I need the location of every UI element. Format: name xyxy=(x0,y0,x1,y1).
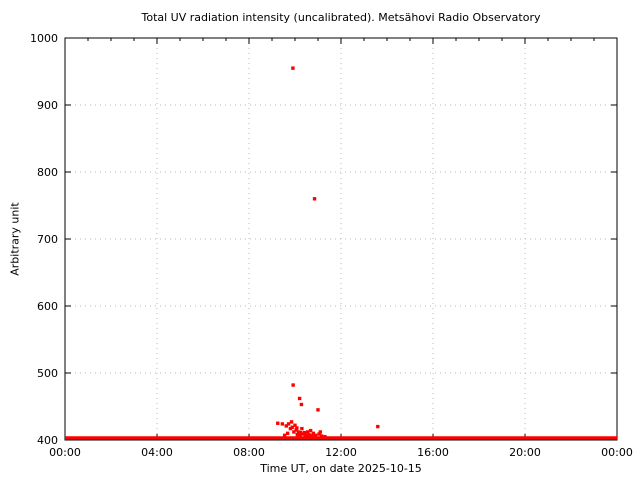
data-point xyxy=(305,430,310,434)
data-point xyxy=(297,396,302,401)
data-point xyxy=(288,426,293,431)
data-point xyxy=(302,430,307,435)
y-tick-label: 500 xyxy=(37,367,58,380)
data-point xyxy=(292,430,296,434)
data-point xyxy=(317,432,321,436)
data-point xyxy=(291,383,295,387)
data-point xyxy=(310,433,314,438)
data-point xyxy=(376,424,380,429)
data-point xyxy=(311,431,316,435)
y-tick-label: 400 xyxy=(37,434,58,447)
data-point xyxy=(289,420,294,424)
x-tick-label: 12:00 xyxy=(325,446,357,459)
y-tick-label: 800 xyxy=(37,166,58,179)
data-point xyxy=(299,430,303,435)
data-point xyxy=(291,66,295,70)
data-point xyxy=(276,421,280,425)
data-point xyxy=(295,426,299,430)
data-point xyxy=(316,408,320,412)
chart-title: Total UV radiation intensity (uncalibrat… xyxy=(141,11,541,24)
plot-frame xyxy=(64,37,618,441)
data-point xyxy=(318,430,322,434)
data-point xyxy=(285,431,290,435)
x-tick-label: 08:00 xyxy=(233,446,265,459)
y-tick-label: 700 xyxy=(37,233,58,246)
data-point xyxy=(308,428,313,433)
data-point xyxy=(319,434,324,438)
data-point xyxy=(290,425,294,429)
data-point xyxy=(286,422,291,426)
x-tick-label: 20:00 xyxy=(509,446,541,459)
data-point xyxy=(308,434,312,438)
data-point xyxy=(280,422,285,426)
data-point xyxy=(323,434,327,439)
data-point xyxy=(300,426,304,431)
x-tick-label: 04:00 xyxy=(141,446,173,459)
data-point xyxy=(304,433,309,438)
data-point xyxy=(299,402,304,407)
x-tick-label: 00:00 xyxy=(601,446,633,459)
data-point xyxy=(293,423,297,427)
data-point xyxy=(296,430,301,434)
y-tick-label: 1000 xyxy=(30,32,58,45)
x-tick-label: 00:00 xyxy=(49,446,81,459)
x-axis-label: Time UT, on date 2025-10-15 xyxy=(260,462,422,475)
data-point xyxy=(284,424,288,428)
y-tick-label: 900 xyxy=(37,99,58,112)
data-point xyxy=(314,433,318,438)
data-point xyxy=(282,433,287,438)
data-point xyxy=(294,428,298,432)
data-point xyxy=(298,433,302,438)
x-tick-label: 16:00 xyxy=(417,446,449,459)
data-point xyxy=(312,197,317,201)
data-point xyxy=(295,432,299,437)
y-tick-label: 600 xyxy=(37,300,58,313)
